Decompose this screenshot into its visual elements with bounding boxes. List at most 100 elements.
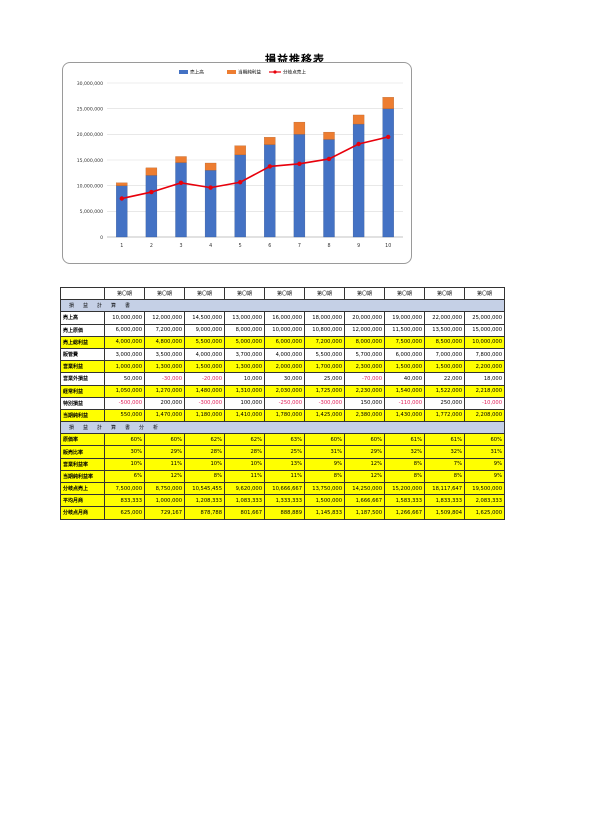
cell-value: 1,583,333	[384, 494, 425, 508]
cell-value: 729,167	[144, 506, 185, 520]
cell-value: 12,000,000	[344, 323, 385, 337]
table-row: 営業利益 1,000,000 1,300,000 1,500,000 1,300,000…	[60, 360, 505, 374]
cell-value: 11%	[144, 457, 185, 471]
row-label: 営業利益	[60, 360, 105, 374]
bar-sales	[204, 170, 217, 238]
table-row: 分岐点売上 7,500,000 8,750,000 10,545,455 9,620,0…	[60, 481, 505, 496]
cell-value: 250,000	[424, 396, 465, 410]
cell-value: 1,500,000	[184, 360, 225, 374]
table-row: 平均月商 833,333 1,000,000 1,208,333 1,083,333 1,…	[60, 494, 505, 508]
cell-value: 5,000,000	[224, 335, 265, 349]
point-breakeven	[238, 180, 243, 185]
cell-value: 61%	[424, 433, 465, 447]
point-breakeven	[297, 161, 302, 167]
cell-value: 9,000,000	[184, 323, 225, 337]
cell-value: 62%	[224, 433, 265, 447]
bar-net-profit	[175, 156, 187, 163]
cell-value: 1,500,000	[384, 360, 425, 374]
period-header-row: 第〇期 第〇期 第〇期 第〇期 第〇期 第〇期 第〇期 第〇期 第〇期 第〇期	[60, 286, 505, 301]
cell-value: 3,500,000	[144, 347, 185, 362]
cell-value: 7,800,000	[464, 347, 505, 362]
cell-value: 8%	[424, 469, 465, 484]
chart-container: 30,000,000 25,000,000 20,000,000 15,000,000…	[62, 62, 412, 264]
table-row: 営業利益率 10% 11% 10% 10% 13% 9% 12% 8% 7% 9%	[60, 457, 505, 471]
cell-value: 4,000,000	[184, 347, 225, 362]
cell-value: 888,889	[264, 506, 305, 520]
bar-net-profit	[204, 162, 217, 171]
cell-value: -250,000	[264, 396, 305, 410]
cell-value: 19,000,000	[384, 311, 425, 325]
cell-value: 10%	[184, 457, 225, 471]
cell-value: 10,000	[224, 372, 265, 386]
x-tick-label: 3	[179, 243, 182, 249]
cell-value: 1,410,000	[224, 408, 265, 423]
cell-value: 2,218,000	[464, 384, 505, 398]
row-label: 分岐点月商	[60, 506, 105, 520]
cell-value: 25,000,000	[464, 311, 505, 325]
cell-value: 1,180,000	[184, 408, 225, 423]
cell-value: 833,333	[104, 494, 145, 508]
cell-value: 60%	[144, 433, 185, 447]
cell-value: 2,200,000	[464, 360, 505, 374]
cell-value: 2,380,000	[344, 408, 385, 423]
period-header: 第〇期	[264, 286, 305, 301]
bar-net-profit	[145, 167, 158, 176]
cell-value: 7%	[424, 457, 465, 471]
x-tick-label: 4	[209, 243, 212, 249]
cell-value: 1,000,000	[104, 360, 145, 374]
row-label: 営業外損益	[60, 372, 105, 386]
cell-value: 10,000,000	[464, 335, 505, 349]
x-tick-label: 1	[120, 243, 123, 249]
row-label: 特別損益	[60, 396, 105, 410]
cell-value: 9%	[464, 469, 505, 484]
bar-sales	[352, 123, 365, 238]
y-tick-label: 15,000,000	[77, 158, 103, 164]
cell-value: 31%	[464, 445, 505, 459]
cell-value: 18,117,647	[424, 481, 465, 496]
cell-value: 6%	[104, 469, 145, 484]
cell-value: 12%	[144, 469, 185, 484]
cell-value: 4,800,000	[144, 335, 185, 349]
legend-label: 分岐点売上	[283, 69, 306, 76]
period-header: 第〇期	[384, 286, 425, 301]
cell-value: 29%	[144, 445, 185, 459]
row-label: 売上原価	[60, 323, 105, 337]
y-tick-label: 5,000,000	[80, 209, 103, 215]
section-income-statement: 損 益 計 算 書	[60, 299, 505, 313]
cell-value: 11%	[264, 469, 305, 484]
cell-value: 2,208,000	[464, 408, 505, 423]
cell-value: 1,772,000	[424, 408, 465, 423]
cell-value: 10,666,667	[264, 481, 305, 496]
x-tick-label: 6	[268, 243, 271, 249]
cell-value: 11,500,000	[384, 323, 425, 337]
cell-value: 1,425,000	[304, 408, 345, 423]
y-tick-label: 10,000,000	[77, 183, 103, 189]
period-header: 第〇期	[304, 286, 345, 301]
row-label: 当期純利益率	[60, 469, 105, 484]
cell-value: 8,750,000	[144, 481, 185, 496]
cell-value: 1,208,333	[184, 494, 225, 508]
cell-value: 7,500,000	[384, 335, 425, 349]
cell-value: 1,333,333	[264, 494, 305, 508]
bar-sales	[264, 144, 276, 238]
cell-value: 19,500,000	[464, 481, 505, 496]
y-tick-label: 30,000,000	[77, 81, 103, 87]
bar-sales	[175, 162, 187, 238]
cell-value: 60%	[304, 433, 345, 447]
cell-value: 5,500,000	[184, 335, 225, 349]
cell-value: 1,266,667	[384, 506, 425, 520]
cell-value: 13,750,000	[304, 481, 345, 496]
point-breakeven	[356, 141, 361, 147]
bar-sales	[323, 139, 335, 238]
bar-net-profit	[293, 121, 306, 135]
cell-value: 7,200,000	[304, 335, 345, 349]
cell-value: 30%	[104, 445, 145, 459]
cell-value: 18,000,000	[304, 311, 345, 325]
bar-net-profit	[234, 145, 246, 156]
point-breakeven	[178, 180, 184, 186]
period-header: 第〇期	[464, 286, 505, 301]
bar-net-profit	[264, 137, 276, 145]
cell-value: 12%	[344, 457, 385, 471]
cell-value: 10%	[104, 457, 145, 471]
cell-value: 8%	[184, 469, 225, 484]
